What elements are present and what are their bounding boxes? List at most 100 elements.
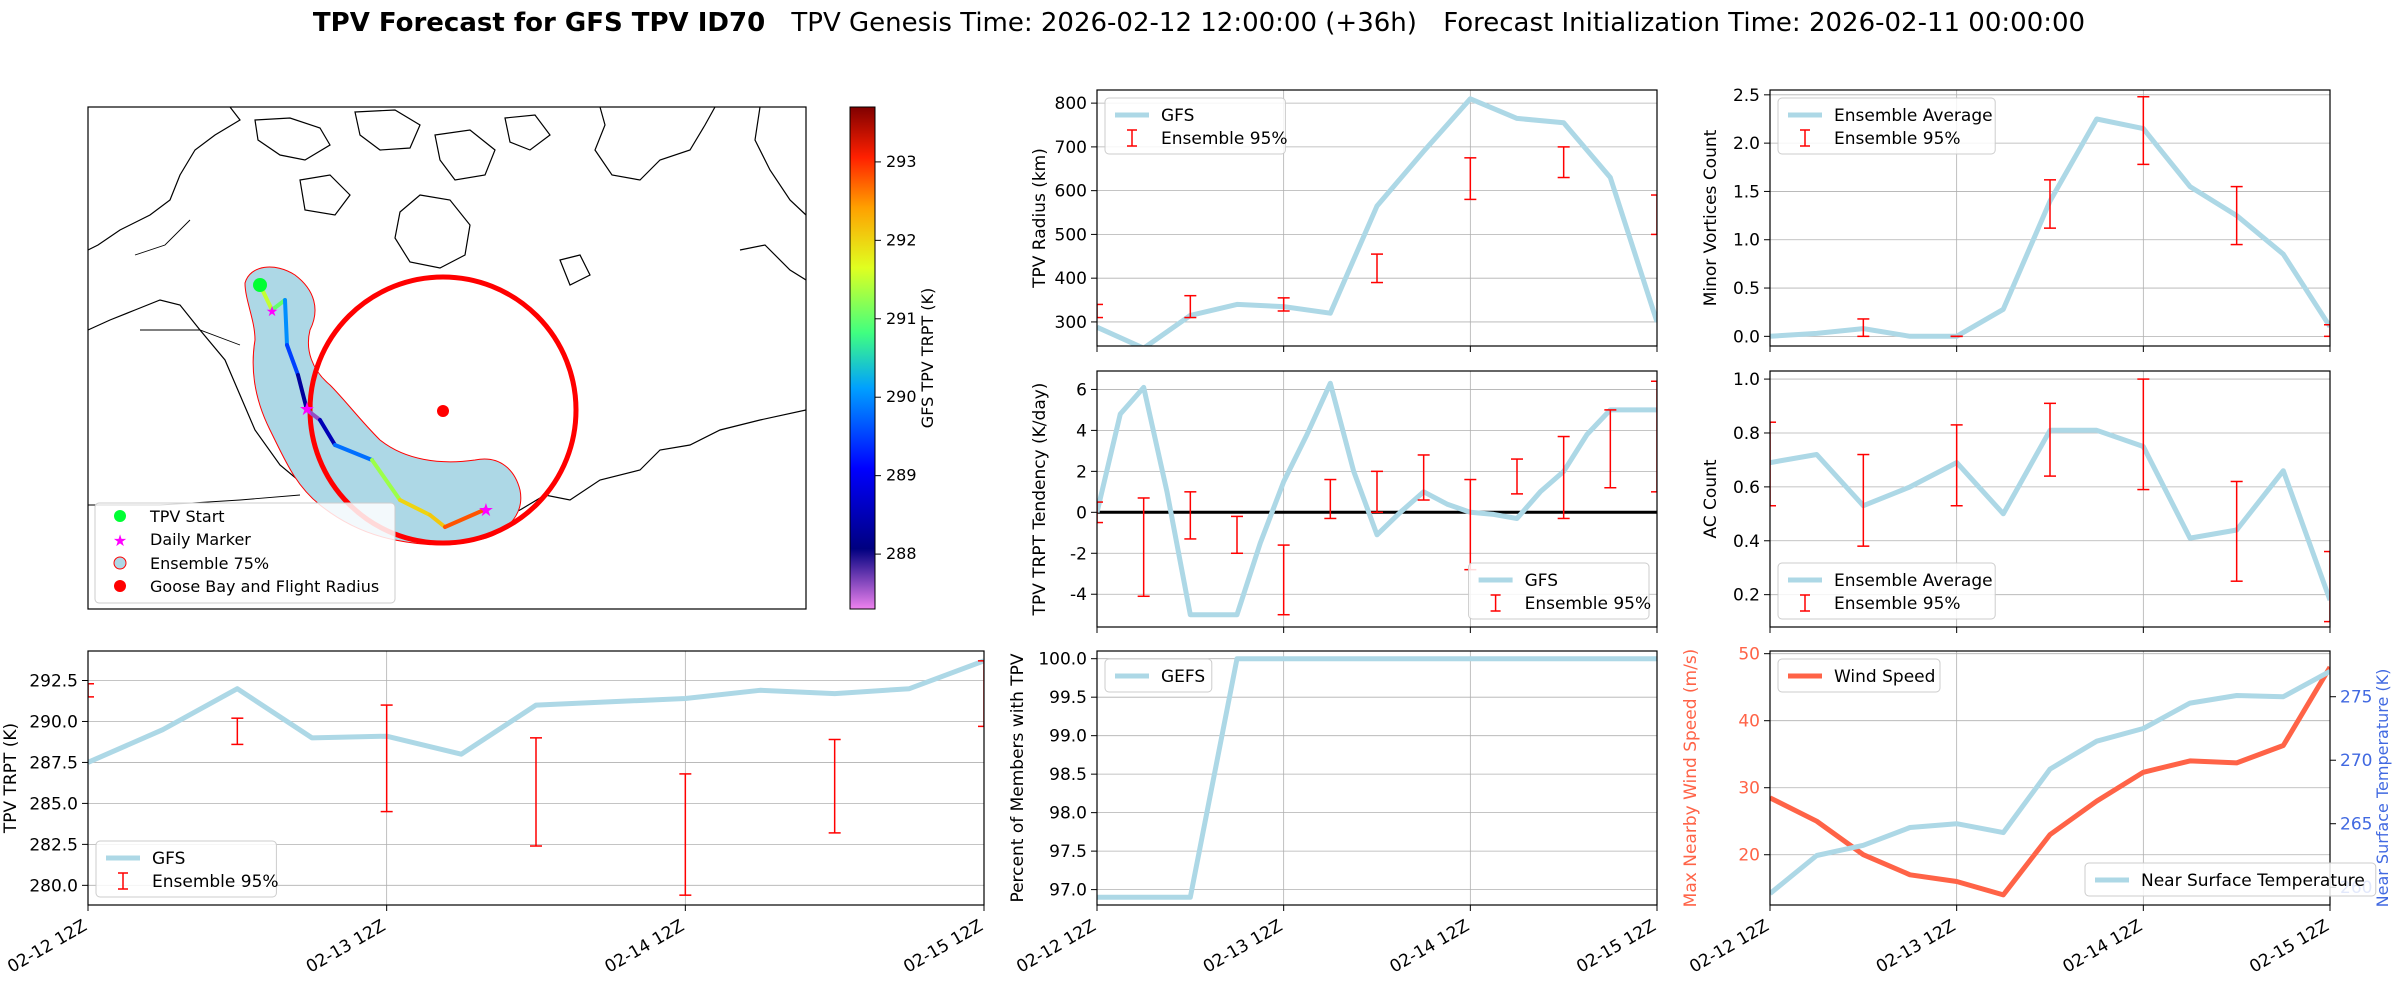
legend-box [1104,658,1213,693]
legend-label: Near Surface Temperature [2141,871,2365,891]
y2-tick-label: 275 [2340,688,2372,708]
colorbar-tick-label: 292 [886,230,917,249]
map-panel: ★ ★ ★ TPV Start ★ Daily Marker Ensemble … [87,106,937,610]
track-segment [333,443,374,462]
legend-label: GFS [1525,571,1558,591]
y-tick-label: 30 [1738,779,1760,799]
series-group [1097,96,1657,346]
legend-label: Ensemble 95% [152,872,279,892]
colorbar-tick-label: 288 [886,544,917,563]
legend: GFS Ensemble 95% [1468,562,1652,620]
legend-label: Ensemble 95% [1161,129,1288,149]
colorbar: 288 289 290 291 292 293 GFS TPV TRPT (K) [849,106,937,610]
x-tick-label: 02-12 12Z [1686,916,1772,977]
x-tick-label: 02-15 12Z [1573,916,1659,977]
legend-label: GFS [152,849,185,869]
legend: Ensemble Average Ensemble 95% [1777,562,1996,620]
y-axis-label: TPV TRPT (K) [1,723,21,834]
y-axis-label: TPV Radius (km) [1030,148,1050,289]
legend-box [1777,97,1996,155]
track-segment [428,513,447,529]
track-segment [370,458,402,502]
legend-start-icon [114,510,126,522]
y-tick-label: 20 [1738,846,1760,866]
x-tick-label: 02-12 12Z [1013,916,1099,977]
x-tick-label: 02-12 12Z [4,916,90,977]
track-segment [318,418,337,447]
x-tick-label: 02-15 12Z [2246,916,2332,977]
y-tick-label: 2.0 [1733,134,1760,154]
series-group [88,658,984,896]
x-tick-label: 02-14 12Z [1387,916,1473,977]
chart-radius: 300 400 500 600 700 800 TPV Radius (km) GFS Ense… [1030,89,1658,352]
series-group [1770,665,2330,898]
track-segment [270,298,287,312]
y-axis-label: Max Nearby Wind Speed (m/s) [1681,649,1701,908]
series-group [1770,378,2330,623]
colorbar-label: GFS TPV TRPT (K) [918,288,937,428]
chart-wind: 20 30 40 50 02-12 12Z 02-13 12Z 02-14 12Z 02-15… [1681,645,2392,978]
colorbar-gradient [849,106,876,610]
legend-label: Ensemble Average [1834,571,1993,591]
track-segment [296,373,309,412]
y-axis-label: Minor Vortices Count [1701,129,1721,306]
colorbar-tick-label: 291 [886,309,917,328]
y-tick-label: 2 [1076,462,1087,482]
title-bold: TPV Forecast for GFS TPV ID70 [313,8,765,38]
legend-label: GEFS [1161,667,1205,687]
legend: GFS Ensemble 95% [1104,97,1288,155]
y-tick-label: 292.5 [29,671,78,691]
track-segment [443,507,488,529]
legend-box [1777,658,1941,693]
legend: Ensemble Average Ensemble 95% [1777,97,1996,155]
colorbar-tick-label: 290 [886,387,917,406]
y-axis-label: AC Count [1701,459,1721,538]
legend-box [2084,862,2377,897]
y-tick-label: 400 [1055,269,1087,289]
series-line-wind-speed [1770,665,2330,898]
x-tick-label: 02-14 12Z [2060,916,2146,977]
chart-trpt: 280.0 282.5 285.0 287.5 290.0 292.5 02-12 12Z 0… [1,650,987,977]
chart-tendency: -4 -2 0 2 4 6 TPV TRPT Tendency (K/day) GFS Ense… [1030,370,1658,633]
daily-marker-3: ★ [266,304,279,320]
y-tick-label: 0.8 [1733,424,1760,444]
plot-frame [1096,89,1658,347]
y-tick-label: 100.0 [1038,650,1087,670]
y-tick-label: 1.0 [1733,370,1760,390]
colorbar-ticks: 288 289 290 291 292 293 [875,152,917,563]
x-tick-label: 02-13 12Z [1200,916,1286,977]
y-tick-label: 0.0 [1733,327,1760,347]
legend-label: Ensemble 95% [1525,594,1652,614]
title-init: Forecast Initialization Time: 2026-02-11… [1443,8,2085,38]
colorbar-tick-label: 293 [886,152,917,171]
y-tick-label: 0.2 [1733,586,1760,606]
y-axis-label: Percent of Members with TPV [1008,653,1028,902]
y-tick-label: 2.5 [1733,86,1760,106]
y-tick-label: 97.0 [1049,881,1087,901]
legend-star-icon: ★ [113,531,127,550]
legend: Wind Speed Near Surface Temperature [1777,658,2377,897]
plot-frame [1769,370,2331,628]
y-tick-label: 50 [1738,645,1760,665]
y-tick-label: 4 [1076,421,1087,441]
y-axis-label: TPV TRPT Tendency (K/day) [1030,383,1050,617]
y-tick-label: -2 [1070,544,1087,564]
legend-goose-icon [114,580,126,592]
map-legend: TPV Start ★ Daily Marker Ensemble 75% Go… [94,502,396,604]
y-tick-label: 285.0 [29,794,78,814]
y-tick-label: 282.5 [29,835,78,855]
y-tick-label: 98.0 [1049,804,1087,824]
daily-marker-1: ★ [299,399,315,420]
legend-label: GFS [1161,106,1194,126]
y-tick-label: 98.5 [1049,765,1087,785]
y-tick-label: 97.5 [1049,842,1087,862]
track-segment [398,498,432,517]
map-legend-ens75: Ensemble 75% [150,554,269,573]
plot-frame [1769,89,2331,347]
track-segment [305,408,322,422]
legend-label: Ensemble 95% [1834,594,1961,614]
y-tick-label: 6 [1076,380,1087,400]
